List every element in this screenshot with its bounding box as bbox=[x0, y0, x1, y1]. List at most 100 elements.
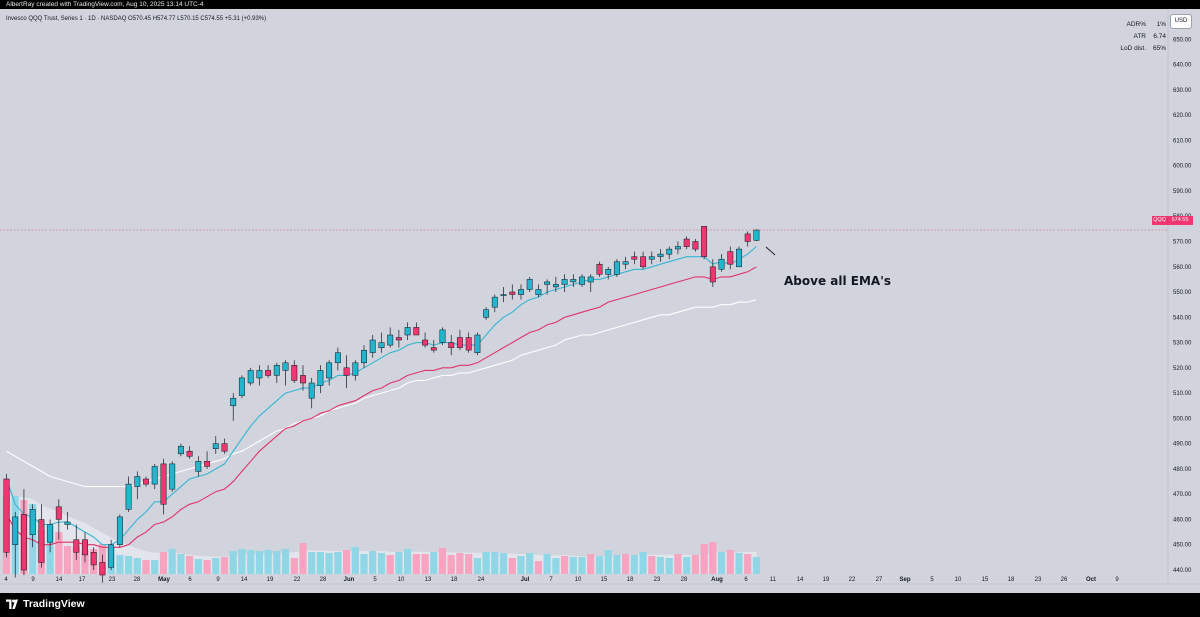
volume-bar bbox=[578, 557, 586, 574]
candle bbox=[204, 451, 211, 469]
candle bbox=[186, 446, 193, 459]
candle-body bbox=[195, 461, 202, 472]
candle-body bbox=[500, 294, 507, 296]
volume-bar bbox=[404, 549, 412, 574]
candle-body bbox=[247, 370, 254, 384]
volume-bar bbox=[273, 551, 281, 574]
candle bbox=[596, 261, 603, 277]
volume-bar bbox=[691, 555, 699, 574]
candle-body bbox=[143, 478, 149, 485]
candle-body bbox=[361, 349, 367, 364]
candle-body bbox=[491, 296, 498, 308]
volume-bar bbox=[72, 547, 80, 574]
time-tick-label: 4 bbox=[4, 577, 8, 583]
volume-bar bbox=[482, 552, 490, 574]
candle-body bbox=[221, 443, 228, 452]
candle-body bbox=[674, 246, 681, 250]
volume-bar bbox=[674, 554, 682, 574]
time-tick-label: 9 bbox=[216, 577, 220, 583]
candlestick-chart[interactable]: 440.00 450.00 460.00 470.00 480.00 490.00 500.… bbox=[0, 9, 1200, 593]
chart-area[interactable]: 440.00 450.00 460.00 470.00 480.00 490.00 500.… bbox=[0, 9, 1200, 593]
time-tick-label: 14 bbox=[56, 577, 63, 583]
time-tick-label: 28 bbox=[320, 577, 327, 583]
ema-slow-line bbox=[6, 299, 757, 488]
candle-body bbox=[640, 256, 647, 268]
candle-body bbox=[622, 261, 629, 265]
time-tick-label: 22 bbox=[294, 577, 301, 583]
stat-label: ADR% bbox=[1126, 21, 1146, 28]
candle-body bbox=[744, 233, 751, 242]
candle-body bbox=[300, 375, 306, 384]
volume-bar bbox=[561, 556, 569, 574]
candle-body bbox=[29, 509, 36, 535]
candle bbox=[47, 519, 54, 553]
candle bbox=[169, 461, 176, 492]
volume-bar bbox=[665, 558, 673, 574]
time-tick-label: 15 bbox=[601, 577, 608, 583]
footer-bar: TradingView bbox=[0, 593, 1200, 617]
candle-body bbox=[561, 279, 568, 285]
price-tick-label: 520.00 bbox=[1173, 366, 1192, 372]
volume-bar bbox=[299, 543, 307, 574]
candle bbox=[657, 249, 664, 262]
volume-bar bbox=[534, 561, 542, 574]
volume-bars bbox=[2, 496, 760, 574]
currency-button[interactable]: USD bbox=[1170, 14, 1192, 29]
tradingview-brand: TradingView bbox=[23, 598, 85, 610]
volume-bar bbox=[229, 551, 237, 574]
candle bbox=[151, 463, 158, 490]
candle-body bbox=[718, 258, 725, 270]
time-tick-label: 6 bbox=[188, 577, 192, 583]
volume-bar bbox=[656, 557, 665, 574]
candle-body bbox=[579, 276, 585, 285]
volume-bar bbox=[499, 553, 508, 574]
volume-bar bbox=[700, 544, 708, 574]
candle bbox=[64, 511, 71, 530]
candle bbox=[273, 362, 280, 383]
creator-caption: AlbertRay created with TradingView.com, … bbox=[6, 1, 204, 8]
time-tick-label: 18 bbox=[1008, 577, 1015, 583]
candle bbox=[709, 259, 716, 287]
candle-body bbox=[256, 370, 263, 379]
candle bbox=[465, 332, 472, 353]
candle bbox=[300, 365, 306, 391]
price-tick-label: 650.00 bbox=[1173, 37, 1192, 43]
candle bbox=[291, 360, 298, 383]
candle-body bbox=[587, 276, 594, 283]
time-tick-label: 23 bbox=[654, 577, 661, 583]
candle bbox=[134, 471, 141, 500]
candle bbox=[509, 284, 516, 300]
volume-bar bbox=[168, 549, 176, 574]
candle-body bbox=[317, 370, 324, 386]
volume-bar bbox=[569, 557, 577, 574]
volume-bar bbox=[238, 549, 246, 574]
price-tick-label: 570.00 bbox=[1173, 240, 1192, 246]
volume-bar bbox=[325, 553, 333, 574]
candle bbox=[474, 332, 481, 356]
volume-bar bbox=[412, 554, 420, 574]
candle bbox=[622, 256, 629, 270]
candle bbox=[12, 511, 19, 578]
candle-body bbox=[709, 266, 716, 283]
ema-mid-line bbox=[6, 266, 757, 548]
volume-bar bbox=[735, 553, 743, 574]
price-tick-label: 530.00 bbox=[1173, 341, 1192, 347]
price-tick-label: 590.00 bbox=[1173, 189, 1192, 195]
candle bbox=[579, 274, 585, 287]
candle bbox=[221, 438, 228, 454]
price-axis-labels: 440.00 450.00 460.00 470.00 480.00 490.00 500.… bbox=[1173, 37, 1192, 574]
time-tick-label: 22 bbox=[849, 577, 856, 583]
candle-body bbox=[38, 519, 45, 563]
volume-bar bbox=[709, 542, 717, 574]
candle-body bbox=[291, 365, 298, 381]
candle bbox=[692, 239, 699, 252]
price-tick-label: 500.00 bbox=[1173, 416, 1192, 422]
price-tick-label: 630.00 bbox=[1173, 88, 1192, 94]
candle-body bbox=[186, 450, 193, 457]
candle-body bbox=[413, 327, 420, 336]
candle-body bbox=[125, 483, 132, 510]
volume-bar bbox=[430, 552, 438, 574]
volume-bar bbox=[543, 554, 551, 574]
candle-body bbox=[692, 241, 699, 250]
candle-body bbox=[352, 362, 359, 376]
